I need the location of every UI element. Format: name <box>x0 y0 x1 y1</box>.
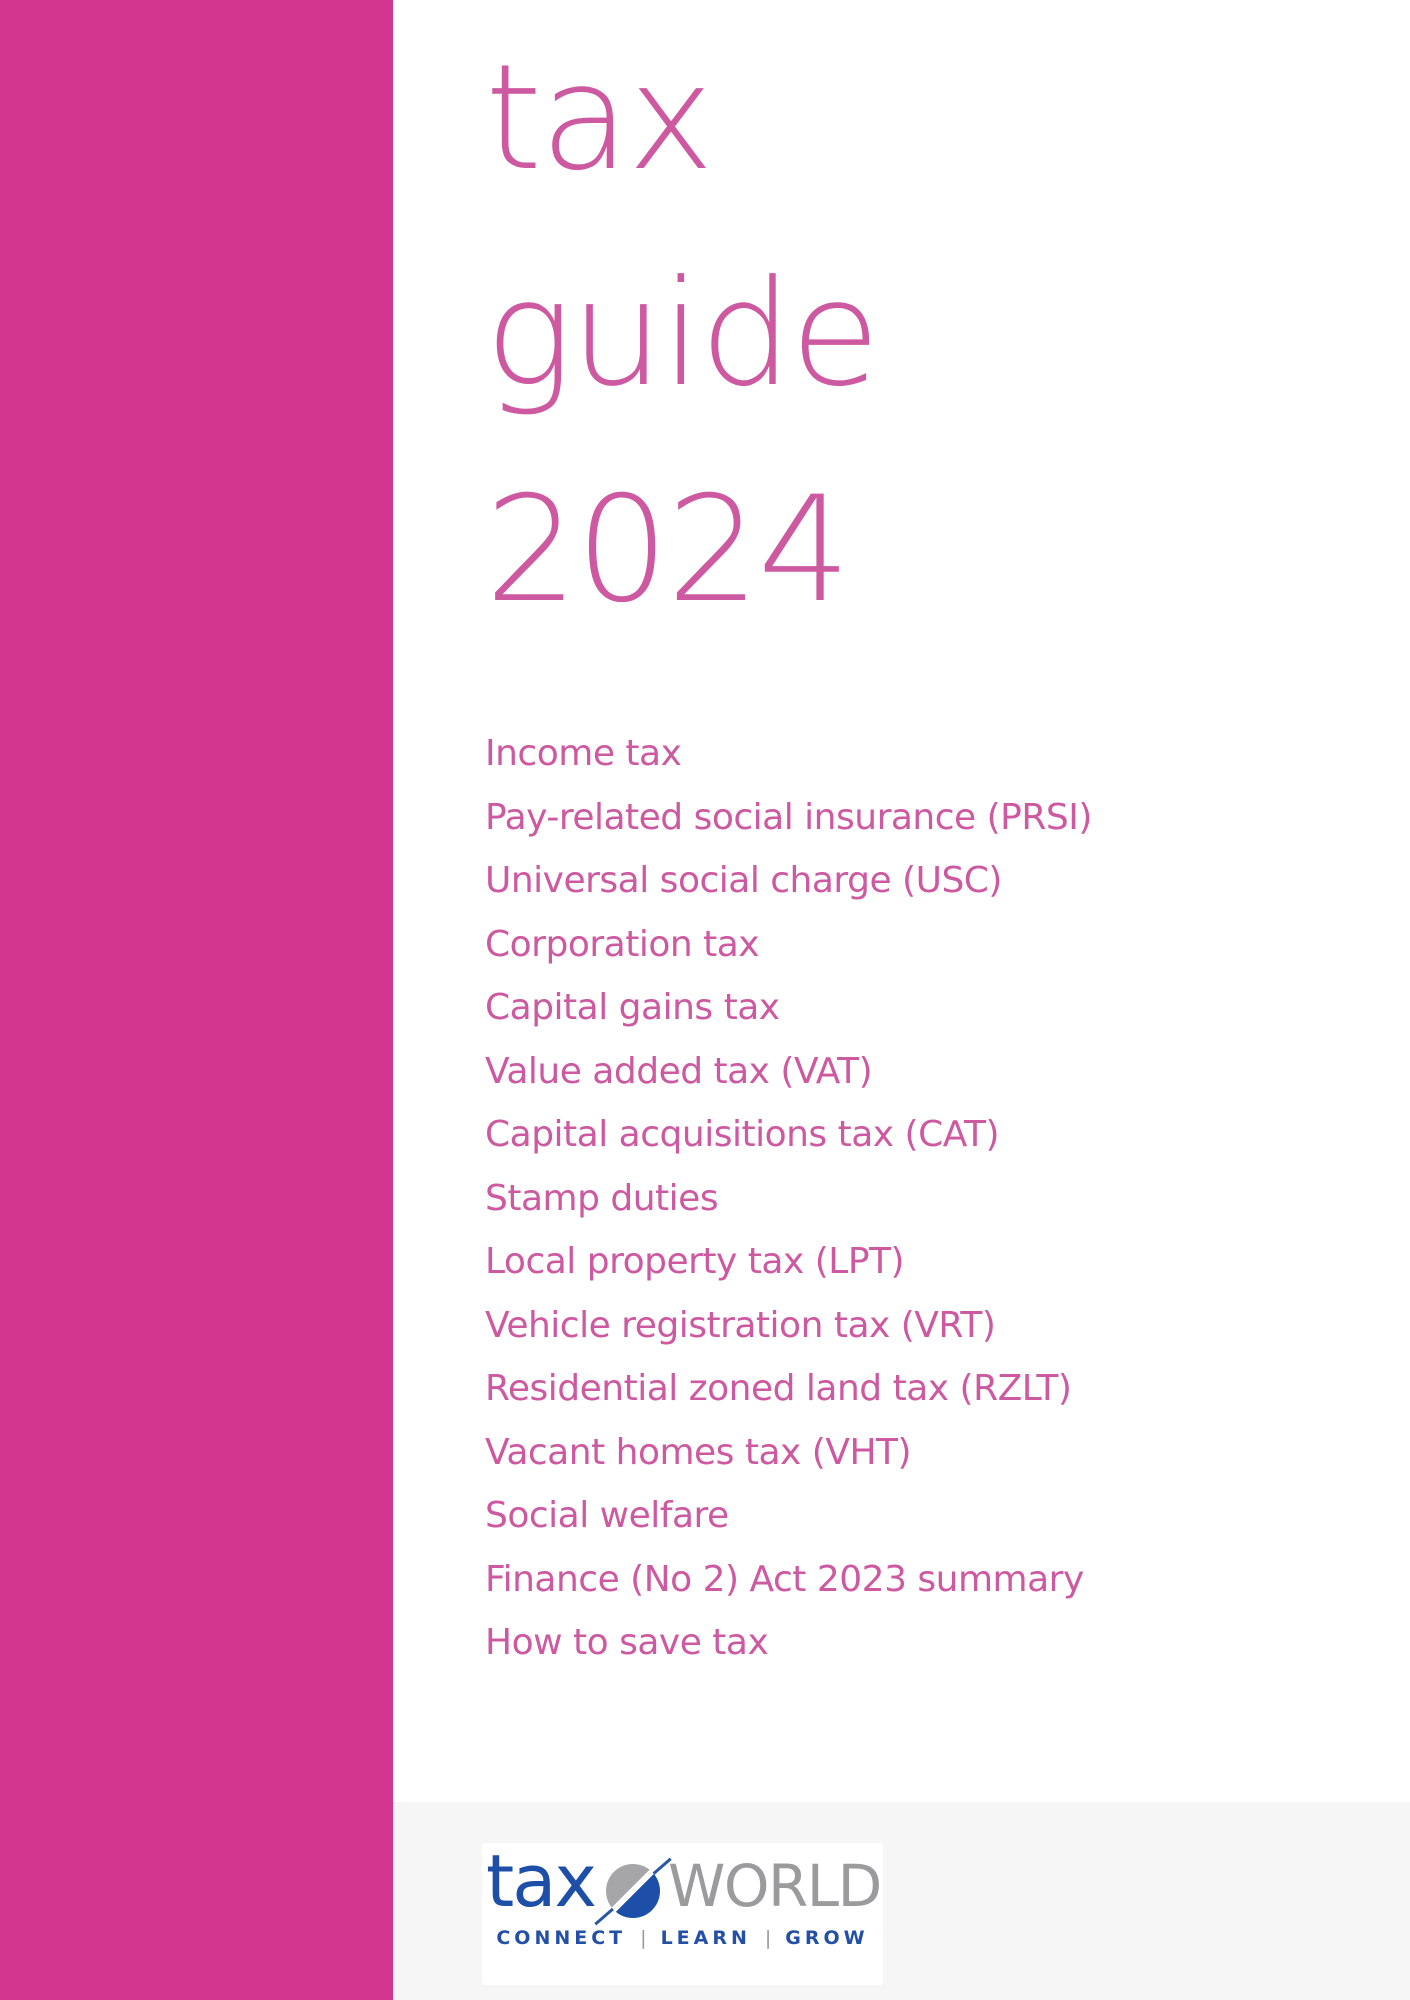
brand-logo: tax WORLD CONNECT | LEARN | GROW <box>482 1843 883 1985</box>
logo-tax-text: tax <box>486 1839 597 1923</box>
cover-title: tax guide 2024 <box>485 10 880 658</box>
sidebar-accent-bar <box>0 0 393 2000</box>
toc-item: Stamp duties <box>485 1177 719 1219</box>
tagline-separator: | <box>640 1927 647 1949</box>
toc-list: Income tax Pay-related social insurance (… <box>485 722 1092 1675</box>
cover-title-line-2: guide <box>485 249 880 419</box>
logo-tagline: CONNECT | LEARN | GROW <box>482 1927 883 1949</box>
globe-circle-icon <box>606 1864 660 1918</box>
tagline-word: GROW <box>785 1927 869 1949</box>
toc-item: Capital acquisitions tax (CAT) <box>485 1114 1000 1155</box>
toc-item: Pay-related social insurance (PRSI) <box>485 796 1092 838</box>
toc-item: Universal social charge (USC) <box>485 860 1002 901</box>
logo-world-text: WORLD <box>668 1852 882 1920</box>
toc-item: Finance (No 2) Act 2023 summary <box>485 1558 1084 1600</box>
toc-item: Vacant homes tax (VHT) <box>485 1431 912 1473</box>
tagline-separator: | <box>764 1927 772 1949</box>
toc-item: Value added tax (VAT) <box>485 1050 873 1092</box>
tagline-word: CONNECT <box>496 1927 627 1949</box>
toc-item: Vehicle registration tax (VRT) <box>485 1304 996 1346</box>
toc-item: Social welfare <box>485 1495 729 1536</box>
cover-title-line-3: 2024 <box>485 465 851 635</box>
footer-strip: tax WORLD CONNECT | LEARN | GROW <box>393 1802 1410 2000</box>
toc-item: Income tax <box>485 733 682 774</box>
tagline-word: LEARN <box>660 1927 751 1949</box>
toc-item: Residential zoned land tax (RZLT) <box>485 1368 1072 1409</box>
toc-item: Corporation tax <box>485 923 760 965</box>
toc-item: How to save tax <box>485 1622 769 1663</box>
cover-title-line-1: tax <box>485 33 714 203</box>
toc-item: Capital gains tax <box>485 987 780 1028</box>
globe-icon <box>594 1857 672 1925</box>
toc-item: Local property tax (LPT) <box>485 1241 905 1282</box>
